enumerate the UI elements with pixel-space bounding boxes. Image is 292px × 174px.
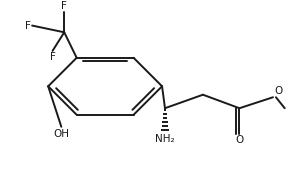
Text: O: O (235, 135, 244, 145)
Text: O: O (274, 86, 283, 96)
Text: F: F (25, 21, 31, 31)
Text: F: F (50, 52, 55, 62)
Text: OH: OH (53, 129, 69, 139)
Text: F: F (61, 1, 67, 11)
Text: NH₂: NH₂ (155, 133, 175, 144)
